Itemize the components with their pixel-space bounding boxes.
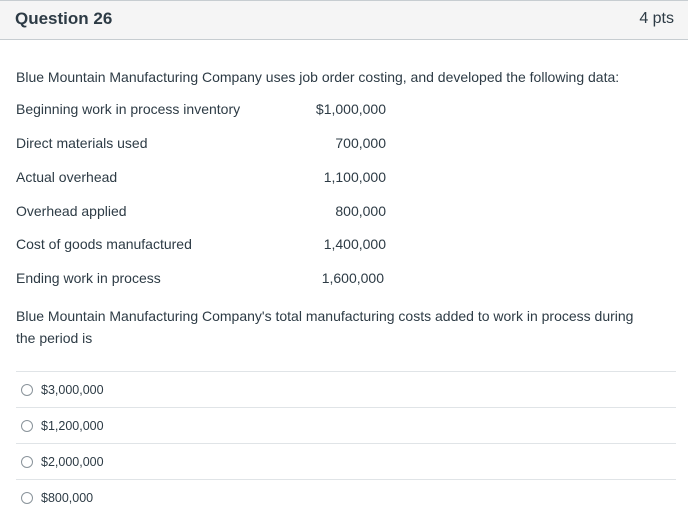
question-points: 4 pts [639,10,674,27]
data-row-beginning-wip: Beginning work in process inventory $1,0… [16,101,386,121]
answer-option[interactable]: $1,200,000 [16,407,676,443]
answer-option[interactable]: $800,000 [16,479,676,515]
data-row-actual-overhead: Actual overhead 1,100,000 [16,169,386,189]
answer-label[interactable]: $1,200,000 [41,418,104,433]
question-prompt: Blue Mountain Manufacturing Company's to… [16,308,634,346]
data-row-value: 800,000 [335,203,386,219]
radio-button-icon[interactable] [21,419,33,432]
answer-option[interactable]: $2,000,000 [16,443,676,479]
data-row-value: 700,000 [335,135,386,151]
data-row-label: Ending work in process [16,270,161,286]
data-row-cogm: Cost of goods manufactured 1,400,000 [16,236,386,256]
data-row-value: 1,400,000 [323,236,386,252]
data-row-value: 1,600,000 [321,270,384,286]
answer-label[interactable]: $2,000,000 [41,454,104,469]
data-row-direct-materials: Direct materials used 700,000 [16,135,386,155]
data-row-ending-wip: Ending work in process 1,600,000 [16,270,384,290]
data-row-label: Actual overhead [16,169,118,185]
radio-button-icon[interactable] [21,491,33,504]
radio-button-icon[interactable] [21,455,33,468]
data-row-value: 1,100,000 [323,169,386,185]
data-row-label: Overhead applied [16,203,127,219]
answer-option[interactable]: $3,000,000 [16,371,676,407]
data-row-label: Direct materials used [16,135,148,151]
data-row-label: Cost of goods manufactured [16,236,192,252]
radio-button-icon[interactable] [21,383,33,396]
answer-list: $3,000,000 $1,200,000 $2,000,000 $800,00… [16,371,676,515]
question-header: Question 26 4 pts [0,0,688,40]
answer-label[interactable]: $3,000,000 [41,382,104,397]
question-title: Question 26 [15,9,113,28]
question-intro: Blue Mountain Manufacturing Company uses… [16,69,620,85]
answer-label[interactable]: $800,000 [41,490,94,505]
data-row-label: Beginning work in process inventory [16,101,241,117]
data-row-overhead-applied: Overhead applied 800,000 [16,203,386,223]
data-row-value: $1,000,000 [315,101,386,117]
